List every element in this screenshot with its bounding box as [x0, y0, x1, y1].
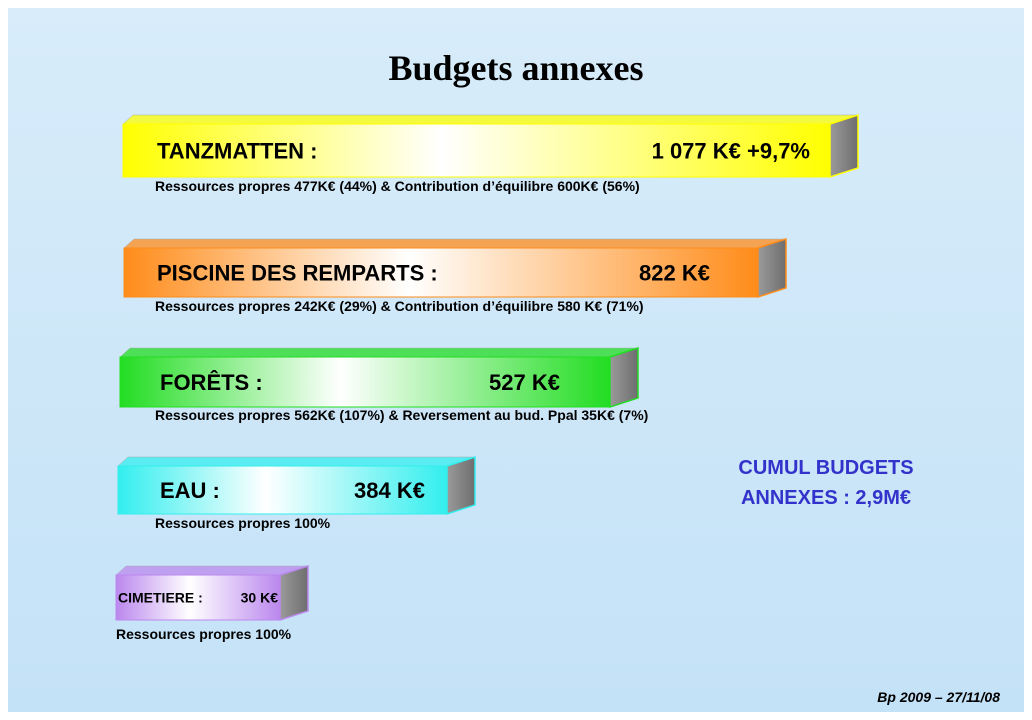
bar-top	[115, 565, 309, 576]
budget-detail: Ressources propres 242K€ (29%) & Contrib…	[155, 298, 644, 314]
bar-front	[119, 356, 611, 408]
bar-front	[115, 574, 281, 621]
cumul-line: CUMUL BUDGETS	[738, 457, 913, 479]
budget-name: PISCINE DES REMPARTS :	[157, 260, 438, 285]
bar-end	[446, 455, 476, 516]
budget-amount: 1 077 K€ +9,7%	[652, 138, 810, 163]
budget-name: FORÊTS :	[160, 370, 263, 395]
budget-detail: Ressources propres 477K€ (44%) & Contrib…	[155, 178, 640, 194]
budget-detail: Ressources propres 562K€ (107%) & Revers…	[155, 407, 648, 423]
bar-top	[119, 347, 639, 358]
cumul-line: ANNEXES : 2,9M€	[741, 487, 911, 509]
bar-top	[122, 114, 859, 125]
budget-name: TANZMATTEN :	[157, 138, 317, 163]
bar-front	[122, 123, 831, 178]
budget-detail: Ressources propres 100%	[116, 626, 292, 642]
bar-front	[117, 465, 448, 515]
budget-detail: Ressources propres 100%	[155, 515, 331, 531]
budget-amount: 30 K€	[241, 590, 279, 606]
bar-end	[279, 564, 309, 622]
bar-top	[123, 238, 787, 249]
bar-top	[117, 456, 476, 467]
budget-amount: 527 K€	[489, 370, 560, 395]
bar-end	[829, 113, 859, 179]
bar-end	[757, 237, 787, 299]
budget-name: EAU :	[160, 478, 220, 503]
budget-amount: 822 K€	[639, 260, 710, 285]
title: Budgets annexes	[388, 48, 643, 88]
footer: Bp 2009 – 27/11/08	[877, 689, 1000, 705]
budget-name: CIMETIERE :	[118, 590, 203, 606]
budget-amount: 384 K€	[354, 478, 425, 503]
bar-end	[609, 346, 639, 409]
bar-front	[123, 247, 759, 298]
